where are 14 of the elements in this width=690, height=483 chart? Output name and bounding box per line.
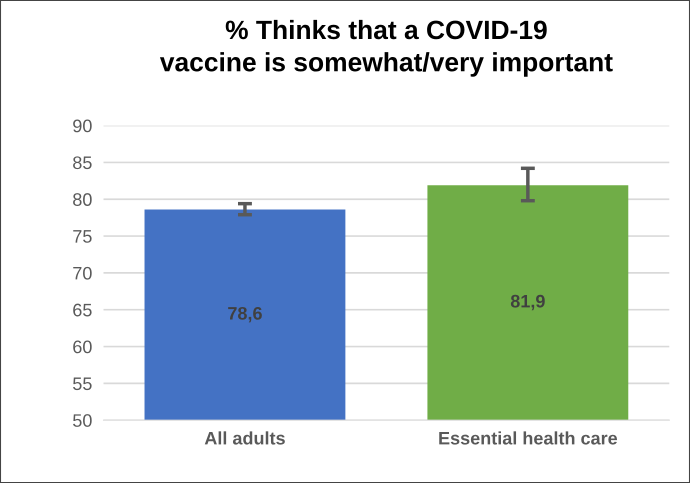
x-tick-label: Essential health care — [439, 431, 618, 445]
chart-title: % Thinks that a COVID-19 vaccine is somewhat/very important — [160, 20, 613, 77]
y-tick-label: 90 — [73, 120, 92, 132]
y-tick-label: 50 — [73, 414, 92, 427]
y-tick-label: 65 — [73, 304, 92, 316]
y-tick-label: 80 — [73, 193, 92, 206]
y-tick-label: 85 — [73, 156, 92, 170]
x-tick-label: All adults — [204, 431, 285, 445]
y-tick-label: 70 — [73, 266, 92, 280]
data-label: 78,6 — [228, 306, 262, 322]
data-label: 81,9 — [510, 294, 545, 310]
y-tick-label: 75 — [73, 230, 92, 243]
y-tick-label: 55 — [73, 378, 92, 390]
y-tick-label: 60 — [73, 340, 92, 354]
